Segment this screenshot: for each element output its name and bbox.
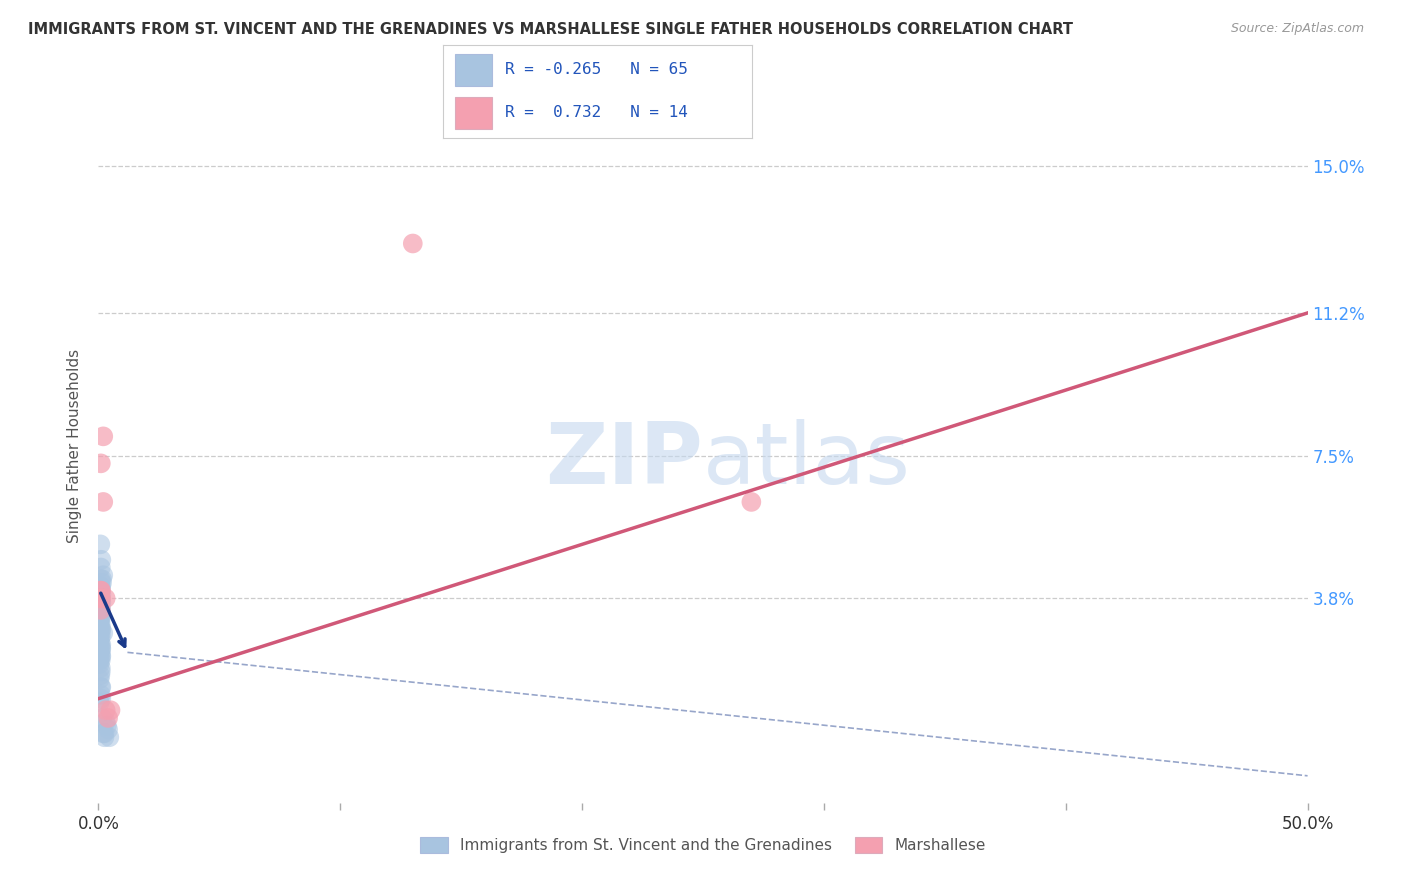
Point [97, 711, 120, 725]
Point [89, 673, 111, 687]
Point [90, 680, 112, 694]
Point [90, 583, 112, 598]
Point [89, 607, 111, 621]
Point [94, 714, 117, 729]
Point [90, 645, 112, 659]
Point [90, 661, 112, 675]
Point [91, 626, 114, 640]
Point [90, 638, 112, 652]
Text: ZIP: ZIP [546, 418, 703, 502]
Point [91, 495, 114, 509]
Point [90, 599, 112, 613]
Point [90, 622, 112, 636]
Point [90, 591, 112, 606]
Point [96, 719, 118, 733]
Point [93, 730, 115, 744]
Point [89, 591, 111, 606]
Point [90, 622, 112, 636]
Point [90, 580, 112, 594]
Text: R = -0.265   N = 65: R = -0.265 N = 65 [505, 62, 688, 78]
Point [94, 703, 117, 717]
Text: R =  0.732   N = 14: R = 0.732 N = 14 [505, 105, 688, 120]
Point [98, 730, 121, 744]
Point [90, 649, 112, 664]
Point [91, 726, 114, 740]
Point [89, 610, 111, 624]
Point [90, 560, 112, 574]
Point [91, 572, 114, 586]
Point [740, 495, 762, 509]
Point [90, 610, 112, 624]
Point [89, 603, 111, 617]
Point [90, 603, 112, 617]
Point [402, 236, 425, 251]
Point [89, 657, 111, 671]
Point [93, 726, 115, 740]
Point [89, 580, 111, 594]
Point [90, 456, 112, 470]
Bar [456, 97, 492, 129]
Text: IMMIGRANTS FROM ST. VINCENT AND THE GRENADINES VS MARSHALLESE SINGLE FATHER HOUS: IMMIGRANTS FROM ST. VINCENT AND THE GREN… [28, 22, 1073, 37]
Point [89, 572, 111, 586]
Point [91, 576, 114, 591]
Point [90, 580, 112, 594]
Point [90, 603, 112, 617]
Point [90, 603, 112, 617]
Point [90, 688, 112, 702]
Point [94, 591, 117, 606]
Bar [456, 54, 492, 86]
Point [89, 633, 111, 648]
Text: atlas: atlas [703, 418, 911, 502]
Point [90, 691, 112, 706]
Point [89, 645, 111, 659]
Point [89, 638, 111, 652]
Point [90, 583, 112, 598]
Point [90, 641, 112, 656]
Point [89, 696, 111, 710]
Point [90, 680, 112, 694]
Point [90, 553, 112, 567]
Point [89, 615, 111, 629]
Point [90, 618, 112, 632]
Point [89, 653, 111, 667]
Text: Source: ZipAtlas.com: Source: ZipAtlas.com [1230, 22, 1364, 36]
Point [97, 723, 120, 737]
Point [90, 649, 112, 664]
Point [90, 665, 112, 679]
Point [90, 595, 112, 609]
Point [90, 583, 112, 598]
Point [91, 711, 114, 725]
Point [89, 630, 111, 644]
Point [91, 429, 114, 443]
Point [89, 668, 111, 682]
Point [89, 537, 111, 551]
Point [100, 703, 122, 717]
Point [90, 653, 112, 667]
Point [90, 595, 112, 609]
Point [91, 568, 114, 582]
Point [89, 587, 111, 601]
Point [89, 618, 111, 632]
Point [90, 626, 112, 640]
Y-axis label: Single Father Households: Single Father Households [67, 349, 83, 543]
Point [90, 641, 112, 656]
Point [89, 610, 111, 624]
Point [89, 591, 111, 606]
Point [89, 633, 111, 648]
Point [90, 630, 112, 644]
Point [90, 591, 112, 606]
Point [90, 587, 112, 601]
Legend: Immigrants from St. Vincent and the Grenadines, Marshallese: Immigrants from St. Vincent and the Gren… [413, 830, 993, 859]
Point [89, 587, 111, 601]
